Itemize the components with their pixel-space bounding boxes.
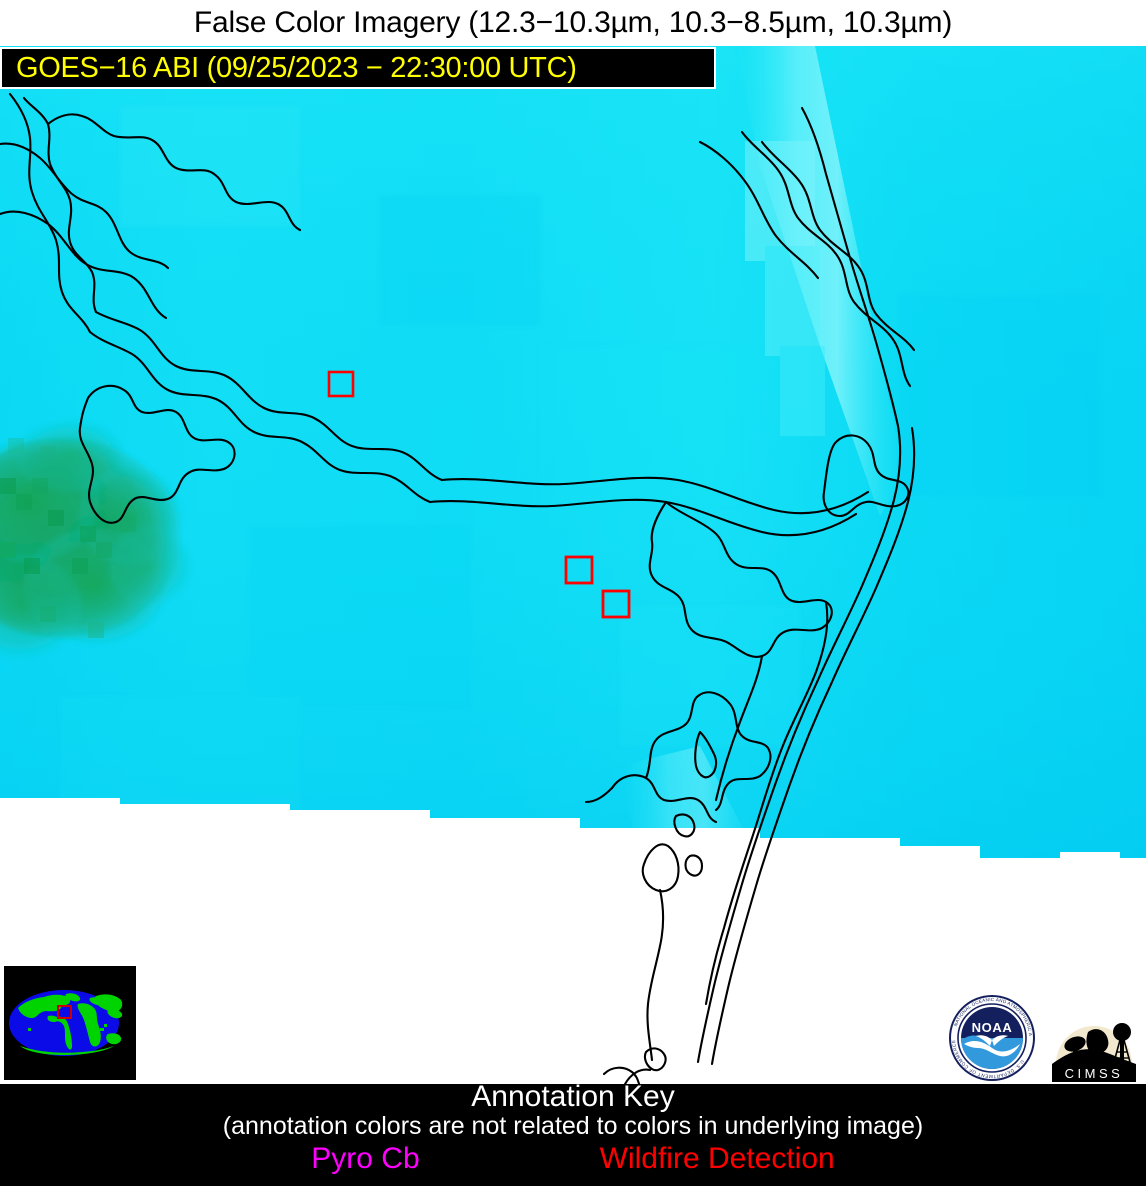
key-entry-wildfire-detection: Wildfire Detection xyxy=(599,1142,835,1175)
wildfire-detection-box xyxy=(327,370,355,398)
globe-mollweide xyxy=(9,990,123,1056)
wildfire-detection-box xyxy=(601,589,631,619)
noaa-logo: NATIONAL OCEANIC AND ATMOSPHERIC ADMINIS… xyxy=(946,992,1038,1084)
timestamp-banner: GOES−16 ABI (09/25/2023 − 22:30:00 UTC) xyxy=(0,47,716,89)
geography-overlay xyxy=(0,92,916,1084)
globe-landmasses xyxy=(18,993,123,1055)
wildfire-detection-box xyxy=(564,555,594,585)
key-entry-pyro-cb: Pyro Cb xyxy=(311,1142,420,1175)
noaa-wordmark: NOAA xyxy=(972,1020,1013,1035)
annotation-key-subtitle: (annotation colors are not related to co… xyxy=(222,1112,924,1140)
satellite-data-field xyxy=(0,46,1146,858)
timestamp-label: GOES−16 ABI (09/25/2023 − 22:30:00 UTC) xyxy=(16,51,577,84)
logo-strip: NATIONAL OCEANIC AND ATMOSPHERIC ADMINIS… xyxy=(946,992,1140,1084)
satellite-image-canvas[interactable] xyxy=(0,46,1146,1084)
annotation-key-entries: Pyro Cb Wildfire Detection xyxy=(0,1142,1146,1176)
annotation-key-title: Annotation Key xyxy=(471,1084,675,1113)
globe-locator xyxy=(4,966,136,1080)
cimss-logo: CIMSS xyxy=(1048,992,1140,1084)
satellite-image-panel[interactable] xyxy=(0,46,1146,1084)
page-title: False Color Imagery (12.3−10.3µm, 10.3−8… xyxy=(193,6,953,39)
roi-box xyxy=(57,1005,72,1019)
cloud-feature-pixels xyxy=(0,438,136,638)
cimss-wordmark: CIMSS xyxy=(1065,1066,1124,1081)
annotation-key: Annotation Key (annotation colors are no… xyxy=(0,1084,1146,1186)
page-title-bar: False Color Imagery (12.3−10.3µm, 10.3−8… xyxy=(0,0,1146,46)
wildfire-detection-annotations xyxy=(327,370,631,619)
